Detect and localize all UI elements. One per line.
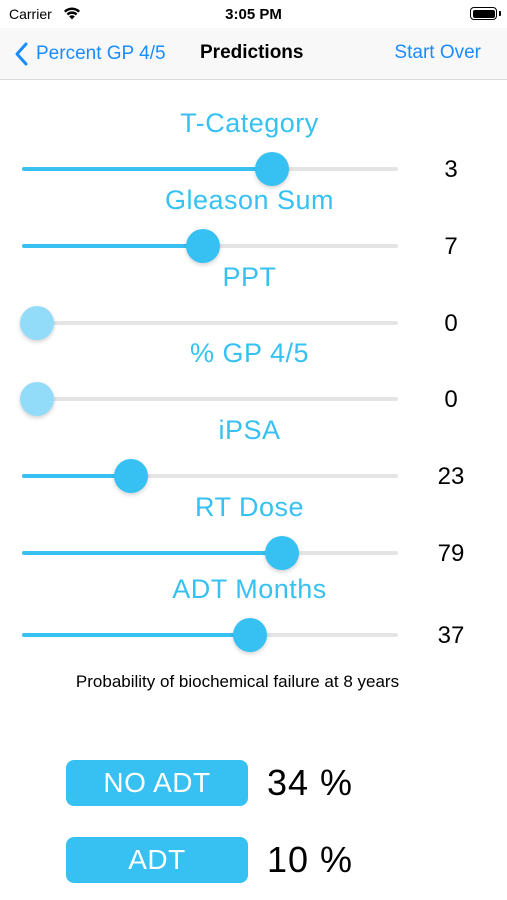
slider-thumb[interactable]: [113, 459, 148, 493]
slider-track: [22, 397, 398, 401]
slider-rt-dose: RT Dose 79: [0, 492, 507, 570]
percent-gp-slider[interactable]: [20, 382, 398, 416]
start-over-button[interactable]: Start Over: [394, 42, 481, 63]
slider-fill: [22, 474, 131, 478]
slider-value: 0: [444, 310, 458, 337]
probability-caption: Probability of biochemical failure at 8 …: [75, 672, 400, 691]
battery-icon: [470, 7, 497, 20]
slider-t-category: T-Category 3: [0, 108, 507, 186]
slider-adt-months: ADT Months 37: [0, 574, 507, 652]
no-adt-button[interactable]: NO ADT: [66, 760, 248, 806]
slider-value: 7: [444, 233, 458, 260]
slider-fill: [22, 244, 204, 248]
slider-track: [22, 474, 398, 478]
t-category-slider[interactable]: [22, 152, 398, 186]
battery-level: [472, 9, 495, 18]
slider-fill: [22, 633, 250, 637]
carrier-label: Carrier: [9, 6, 52, 22]
slider-label: RT Dose: [194, 492, 305, 522]
adt-probability: 10 %: [267, 839, 354, 880]
ipsa-slider[interactable]: [22, 459, 398, 493]
rt-dose-slider[interactable]: [22, 536, 398, 570]
slider-label: T-Category: [180, 108, 319, 138]
chevron-left-icon: [15, 42, 28, 66]
slider-fill: [22, 167, 272, 171]
gleason-sum-slider[interactable]: [22, 229, 398, 263]
slider-value: 37: [437, 622, 465, 649]
adt-months-slider[interactable]: [22, 618, 398, 652]
back-button-label: Percent GP 4/5: [36, 43, 166, 64]
back-button[interactable]: Percent GP 4/5: [12, 40, 166, 68]
navigation-bar: Percent GP 4/5 Predictions Start Over: [0, 28, 507, 80]
status-time: 3:05 PM: [225, 6, 282, 23]
slider-value: 79: [437, 540, 465, 567]
slider-percent-gp: % GP 4/5 0: [0, 338, 507, 416]
page-title: Predictions: [200, 42, 304, 63]
slider-value: 0: [444, 386, 458, 413]
slider-fill: [22, 551, 283, 555]
slider-label: ADT Months: [172, 574, 327, 604]
slider-label: Gleason Sum: [164, 185, 335, 215]
slider-value: 23: [437, 463, 465, 490]
result-row-no-adt: NO ADT 34 %: [66, 760, 486, 806]
slider-label: % GP 4/5: [189, 338, 310, 368]
battery-tip: [499, 11, 501, 16]
wifi-icon: [64, 7, 80, 20]
slider-ipsa: iPSA 23: [0, 415, 507, 493]
slider-thumb[interactable]: [232, 618, 267, 652]
result-row-adt: ADT 10 %: [66, 837, 486, 883]
slider-thumb[interactable]: [20, 382, 54, 416]
slider-gleason-sum: Gleason Sum 7: [0, 185, 507, 263]
slider-label: PPT: [222, 262, 277, 292]
no-adt-probability: 34 %: [267, 762, 354, 803]
slider-thumb[interactable]: [265, 536, 300, 570]
ppt-slider[interactable]: [20, 306, 398, 340]
slider-track: [22, 321, 398, 325]
adt-button[interactable]: ADT: [66, 837, 248, 883]
slider-label: iPSA: [218, 415, 281, 445]
slider-thumb[interactable]: [186, 229, 221, 263]
slider-value: 3: [444, 156, 458, 183]
status-bar: Carrier 3:05 PM: [0, 0, 507, 28]
slider-ppt: PPT 0: [0, 262, 507, 340]
slider-thumb[interactable]: [254, 152, 289, 186]
slider-thumb[interactable]: [20, 306, 54, 340]
